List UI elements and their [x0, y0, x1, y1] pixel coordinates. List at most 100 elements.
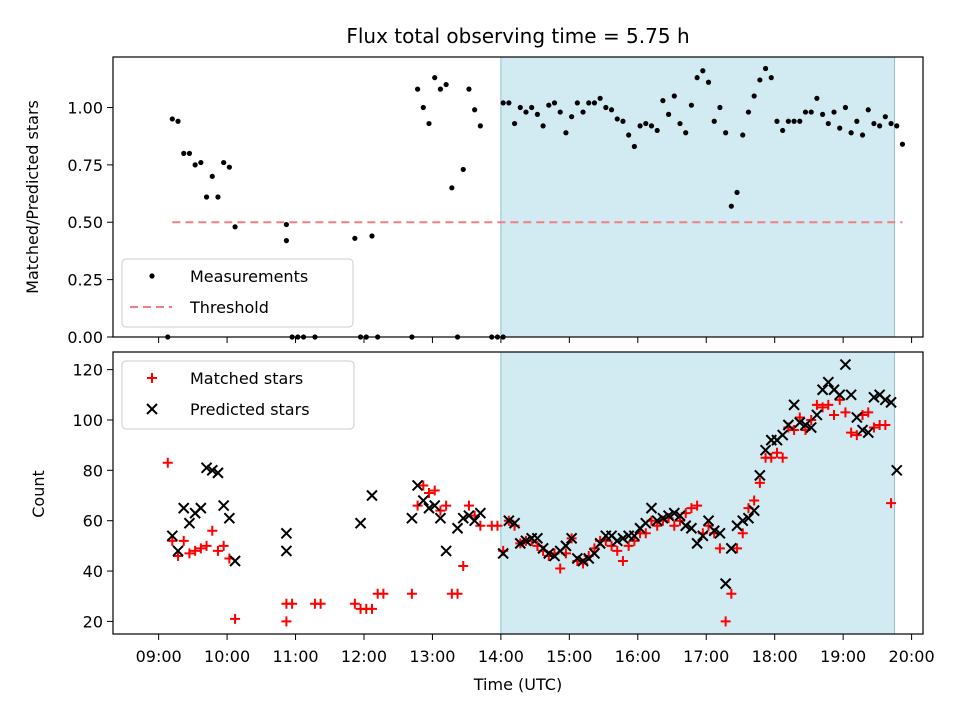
measurement-point [837, 125, 843, 131]
x-tick-label: 11:00 [272, 647, 318, 666]
predicted-point [794, 416, 806, 429]
measurement-point [477, 123, 483, 129]
measurement-point [546, 102, 552, 108]
matched-point [846, 427, 857, 438]
measurement-point [523, 109, 529, 115]
highlight-window [500, 351, 895, 635]
measurement-point [586, 100, 592, 106]
matched-point [823, 399, 834, 410]
measurement-point [700, 68, 706, 74]
predicted-point [851, 411, 863, 424]
measurement-point [683, 130, 689, 136]
predicted-point [280, 545, 293, 557]
x-tick-label: 12:00 [341, 647, 387, 666]
predicted-point [451, 522, 464, 534]
predicted-point [811, 409, 823, 421]
predicted-point [571, 552, 584, 565]
predicted-point [679, 520, 692, 532]
predicted-point [845, 389, 857, 401]
highlight-window [500, 56, 895, 338]
measurement-point [814, 95, 820, 101]
y-tick-label: 60 [83, 512, 103, 531]
matched-point [703, 520, 714, 531]
predicted-point [503, 514, 515, 527]
predicted-point [565, 532, 578, 545]
measurement-point [506, 100, 512, 106]
measurement-point [169, 116, 175, 122]
measurement-point [221, 159, 227, 166]
predicted-point [429, 499, 441, 512]
predicted-point [742, 512, 755, 524]
measurement-point [802, 109, 809, 115]
predicted-point [577, 555, 589, 567]
matched-point [789, 425, 800, 436]
y-tick-label: 0.75 [67, 156, 103, 175]
x-tick-label: 17:00 [683, 647, 729, 666]
measurement-point [426, 120, 432, 127]
measurement-point [654, 127, 660, 134]
measurement-point [569, 114, 575, 120]
predicted-point [212, 467, 224, 479]
x-tick-label: 14:00 [478, 647, 524, 666]
matched-point [463, 500, 474, 511]
matched-point [424, 488, 435, 498]
matched-point [880, 420, 891, 431]
measurement-point [466, 86, 472, 92]
measurement-point [574, 100, 580, 106]
predicted-point [183, 517, 196, 529]
predicted-point [799, 419, 812, 431]
measurement-point [745, 109, 752, 115]
predicted-point [497, 547, 509, 560]
predicted-point [719, 577, 732, 590]
measurement-point [711, 118, 717, 124]
measurement-point [899, 141, 906, 147]
measurement-point [415, 86, 421, 92]
matched-point [829, 409, 840, 420]
x-tick-label: 18:00 [752, 647, 798, 666]
measurement-point [540, 123, 546, 129]
matched-point [190, 545, 201, 556]
matched-point [184, 548, 195, 559]
matched-point [726, 588, 737, 599]
predicted-point [354, 517, 367, 529]
predicted-point [628, 530, 641, 542]
measurement-point [808, 109, 814, 115]
measurement-point [820, 111, 826, 117]
measurement-point [665, 111, 672, 117]
measurement-point [774, 118, 780, 124]
predicted-point [708, 525, 720, 537]
matched-point [714, 543, 725, 554]
matched-point [230, 613, 241, 624]
matched-point [675, 515, 685, 526]
matched-point [492, 520, 503, 531]
measurement-point [192, 162, 198, 168]
predicted-point [468, 514, 481, 527]
matched-point [412, 500, 423, 511]
legend-label: Measurements [190, 267, 308, 286]
predicted-point [737, 514, 749, 527]
series-measurements [165, 65, 906, 340]
predicted-point [816, 384, 829, 396]
predicted-point [594, 537, 606, 550]
measurement-point [369, 233, 375, 239]
predicted-point [805, 421, 817, 434]
measurement-point [688, 102, 695, 108]
matched-point [617, 555, 628, 566]
measurement-point [186, 150, 193, 156]
predicted-point [200, 462, 213, 474]
y-tick-label: 120 [72, 361, 103, 380]
predicted-point [702, 514, 715, 527]
predicted-point [560, 540, 572, 552]
matched-point [794, 412, 805, 423]
measurement-point [557, 109, 563, 115]
measurement-point [705, 79, 712, 85]
predicted-point [640, 517, 652, 529]
measurement-point [717, 104, 723, 111]
matched-point [418, 480, 429, 491]
predicted-point [172, 545, 184, 557]
matched-point [287, 598, 298, 609]
measurement-point [215, 194, 221, 200]
matched-point [555, 563, 566, 574]
predicted-point [822, 376, 835, 388]
matched-point [737, 528, 748, 539]
